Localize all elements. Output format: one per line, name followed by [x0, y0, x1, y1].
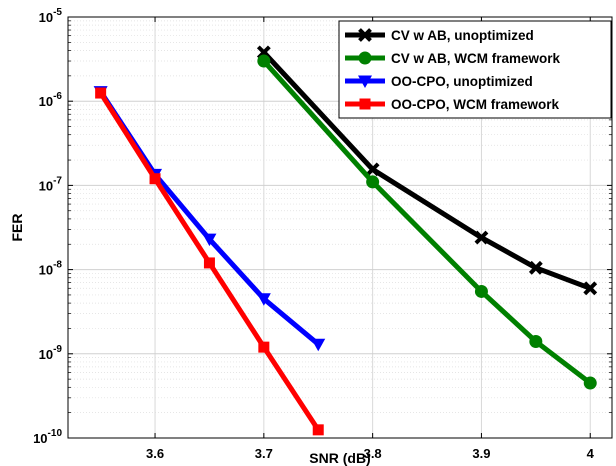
series-2 — [257, 54, 597, 390]
legend-label: OO-CPO, unoptimized — [391, 74, 533, 89]
x-axis-label: SNR (dB) — [309, 450, 370, 466]
y-axis-label: FER — [9, 214, 25, 242]
data-point — [474, 284, 488, 298]
circle-marker — [358, 51, 372, 65]
series-4 — [95, 87, 324, 436]
x-marker-stroke — [583, 281, 598, 296]
data-point — [203, 257, 215, 269]
triangle-marker — [358, 75, 372, 88]
series-layer — [93, 45, 598, 436]
x-marker-stroke — [474, 230, 489, 245]
x-tick-label: 4 — [587, 446, 595, 461]
data-point — [202, 233, 217, 247]
data-point — [256, 293, 271, 306]
x-tick-label: 3.8 — [364, 446, 382, 461]
legend-label: CV w AB, WCM framework — [391, 51, 561, 66]
data-point — [366, 175, 380, 189]
data-point — [257, 54, 271, 68]
data-point — [365, 162, 380, 177]
legend: CV w AB, unoptimized CV w AB, WCM framewo… — [338, 20, 612, 119]
x-marker-stroke — [528, 260, 543, 275]
legend-label: CV w AB, unoptimized — [391, 28, 534, 43]
series-1 — [256, 45, 598, 296]
data-point — [312, 424, 324, 436]
x-tick-label: 3.6 — [146, 446, 164, 461]
data-point — [258, 341, 270, 353]
x-tick-label: 3.9 — [472, 446, 490, 461]
plot-frame — [67, 16, 613, 439]
x-marker-stroke — [365, 162, 380, 177]
data-point — [149, 173, 161, 185]
legend-entry: CV w AB, WCM framework — [345, 51, 561, 66]
data-point — [528, 260, 543, 275]
data-point — [583, 376, 597, 390]
x-tick-label: 3.7 — [255, 446, 273, 461]
data-point — [529, 334, 543, 348]
square-marker — [359, 98, 371, 110]
legend-entry: CV w AB, unoptimized — [345, 28, 534, 43]
x-marker — [358, 28, 372, 42]
legend-label: OO-CPO, WCM framework — [391, 97, 560, 112]
data-point — [311, 338, 326, 352]
x-marker-stroke — [358, 28, 372, 42]
data-point — [583, 281, 598, 296]
legend-entry: OO-CPO, WCM framework — [345, 97, 560, 112]
data-point — [95, 87, 107, 99]
legend-entry: OO-CPO, unoptimized — [345, 74, 533, 89]
data-point — [474, 230, 489, 245]
